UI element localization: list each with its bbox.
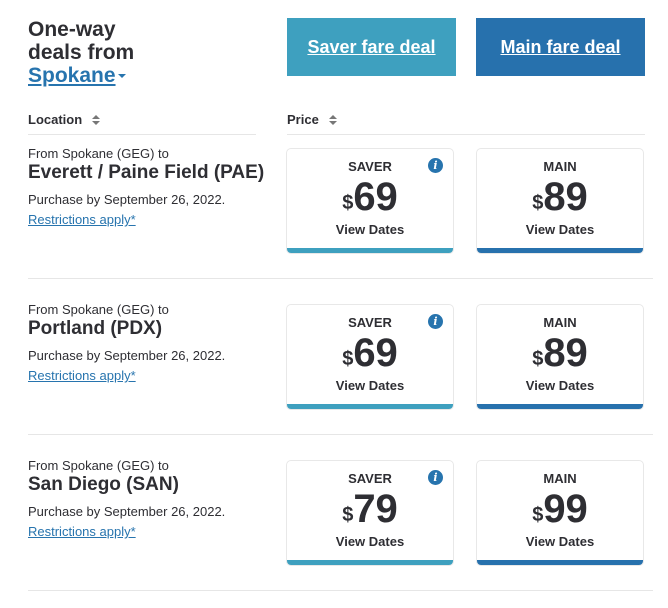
title-line: One-way: [28, 18, 116, 41]
row-divider: [28, 590, 653, 591]
caret-down-icon[interactable]: [117, 74, 126, 79]
deal-row: From Spokane (GEG) to San Diego (SAN) Pu…: [0, 452, 668, 608]
view-dates-link[interactable]: View Dates: [525, 534, 595, 549]
info-icon[interactable]: i: [428, 158, 443, 173]
main-fare-card[interactable]: MAIN $89 View Dates: [476, 148, 644, 254]
destination-name: Portland (PDX): [28, 318, 163, 339]
fare-label: MAIN: [543, 471, 577, 486]
saver-bar: [287, 560, 453, 565]
destination-name: San Diego (SAN): [28, 474, 179, 495]
main-fare-deal-button[interactable]: Main fare deal: [476, 18, 645, 76]
main-fare-card[interactable]: MAIN $99 View Dates: [476, 460, 644, 566]
view-dates-link[interactable]: View Dates: [335, 534, 405, 549]
restrictions-link[interactable]: Restrictions apply*: [28, 212, 136, 227]
origin-text: From Spokane (GEG) to: [28, 458, 169, 473]
location-column-header[interactable]: Location: [28, 112, 101, 127]
view-dates-link[interactable]: View Dates: [335, 222, 405, 237]
origin-text: From Spokane (GEG) to: [28, 302, 169, 317]
restrictions-link[interactable]: Restrictions apply*: [28, 368, 136, 383]
purchase-by-text: Purchase by September 26, 2022.: [28, 192, 226, 207]
sort-icon[interactable]: [328, 114, 337, 125]
view-dates-link[interactable]: View Dates: [525, 378, 595, 393]
fare-label: SAVER: [348, 471, 392, 486]
deal-row: From Spokane (GEG) to Portland (PDX) Pur…: [0, 296, 668, 452]
saver-bar: [287, 248, 453, 253]
saver-fare-card[interactable]: SAVER i $69 View Dates: [286, 148, 454, 254]
saver-price: $79: [342, 487, 398, 531]
row-divider: [28, 434, 653, 435]
saver-fare-card[interactable]: SAVER i $79 View Dates: [286, 460, 454, 566]
saver-bar: [287, 404, 453, 409]
main-price: $89: [532, 331, 588, 375]
fare-label: MAIN: [543, 159, 577, 174]
info-icon[interactable]: i: [428, 470, 443, 485]
column-label: Price: [287, 112, 319, 127]
main-price: $99: [532, 487, 588, 531]
saver-price: $69: [342, 175, 398, 219]
row-divider: [28, 278, 653, 279]
purchase-by-text: Purchase by September 26, 2022.: [28, 504, 226, 519]
sort-icon[interactable]: [92, 114, 101, 125]
main-bar: [477, 560, 643, 565]
view-dates-link[interactable]: View Dates: [525, 222, 595, 237]
destination-name: Everett / Paine Field (PAE): [28, 162, 265, 183]
title-line: deals from: [28, 41, 135, 64]
saver-fare-deal-button[interactable]: Saver fare deal: [287, 18, 456, 76]
divider: [287, 134, 645, 135]
main-fare-card[interactable]: MAIN $89 View Dates: [476, 304, 644, 410]
origin-text: From Spokane (GEG) to: [28, 146, 169, 161]
main-price: $89: [532, 175, 588, 219]
fare-label: SAVER: [348, 159, 392, 174]
info-icon[interactable]: i: [428, 314, 443, 329]
fare-label: SAVER: [348, 315, 392, 330]
view-dates-link[interactable]: View Dates: [335, 378, 405, 393]
divider: [28, 134, 256, 135]
saver-price: $69: [342, 331, 398, 375]
price-column-header[interactable]: Price: [287, 112, 337, 127]
page-title: One-way deals from Spokane: [28, 18, 134, 87]
column-label: Location: [28, 112, 83, 127]
fare-label: MAIN: [543, 315, 577, 330]
purchase-by-text: Purchase by September 26, 2022.: [28, 348, 226, 363]
main-bar: [477, 248, 643, 253]
city-selector[interactable]: Spokane: [28, 64, 116, 87]
saver-fare-card[interactable]: SAVER i $69 View Dates: [286, 304, 454, 410]
restrictions-link[interactable]: Restrictions apply*: [28, 524, 136, 539]
deal-row: From Spokane (GEG) to Everett / Paine Fi…: [0, 140, 668, 296]
main-bar: [477, 404, 643, 409]
